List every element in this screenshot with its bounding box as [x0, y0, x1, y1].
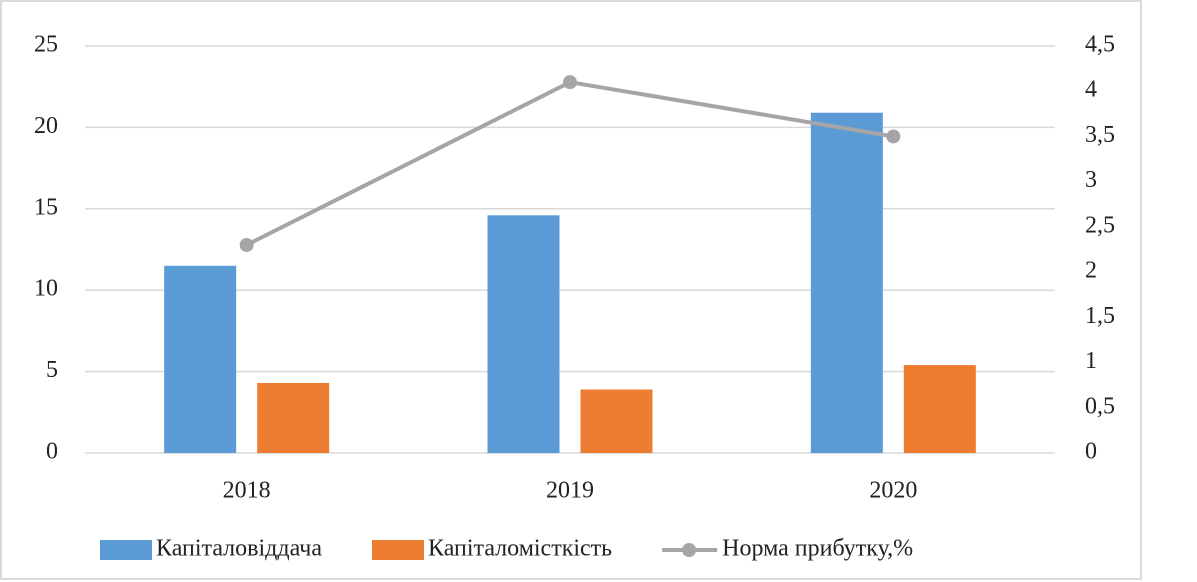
legend-swatch — [372, 540, 424, 560]
bar — [580, 389, 653, 453]
x-tick-label: 2020 — [869, 478, 917, 504]
y-tick-label: 20 — [34, 113, 58, 139]
line-point — [239, 237, 254, 252]
y2-tick-label: 1,5 — [1085, 303, 1115, 329]
bar — [257, 382, 330, 453]
y2-tick-label: 0,5 — [1085, 393, 1115, 419]
y2-tick-label: 0 — [1085, 439, 1097, 465]
bar — [810, 112, 883, 454]
legend-swatch — [100, 540, 152, 560]
bar — [164, 265, 237, 453]
line-point — [886, 129, 901, 144]
y-tick-label: 10 — [34, 276, 58, 302]
y-tick-label: 5 — [46, 357, 58, 383]
line-point — [563, 75, 577, 90]
y-tick-label: 15 — [34, 194, 58, 220]
y-tick-label: 0 — [46, 439, 58, 465]
y2-tick-label: 3,5 — [1085, 122, 1115, 148]
bar — [487, 215, 560, 453]
bar — [903, 365, 976, 453]
y2-tick-label: 2,5 — [1085, 212, 1115, 238]
legend-label: Капіталовіддача — [156, 536, 322, 562]
legend-label: Капіталомісткість — [428, 536, 612, 562]
x-tick-label: 2018 — [223, 478, 271, 504]
x-tick-label: 2019 — [546, 478, 594, 504]
y2-tick-label: 3 — [1085, 167, 1097, 193]
legend-marker — [682, 543, 697, 557]
y2-tick-label: 4 — [1085, 77, 1097, 103]
legend-label: Норма прибутку,% — [722, 536, 913, 562]
y2-tick-label: 2 — [1085, 258, 1097, 284]
y2-tick-label: 4,5 — [1085, 32, 1115, 58]
y2-tick-label: 1 — [1085, 348, 1097, 374]
y-tick-label: 25 — [34, 32, 58, 58]
